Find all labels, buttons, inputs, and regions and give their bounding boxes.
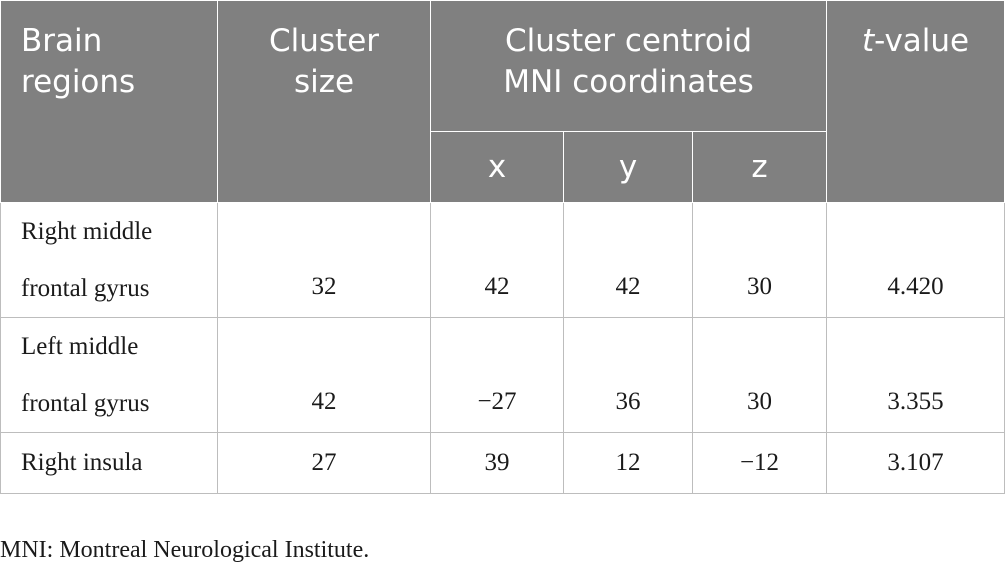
results-table: Brain regions Cluster size Cluster centr… [0,0,1005,494]
cell-region: Right insula [0,432,218,494]
header-t-value-rest: -value [874,23,970,59]
cell-x: 42 [430,202,564,318]
table-row: Right insula 27 39 12 −12 3.107 [0,432,1005,494]
cell-region-line2: frontal gyrus [21,275,150,302]
header-brain-regions-line2: regions [21,64,136,100]
cell-cluster-size: 27 [217,432,431,494]
cell-y: 36 [563,317,693,433]
header-brain-regions: Brain regions [0,0,218,203]
table-header: Brain regions Cluster size Cluster centr… [0,0,1005,203]
header-brain-regions-line1: Brain [21,23,103,59]
cell-cluster-size: 42 [217,317,431,433]
table-row: Right middle frontal gyrus 32 42 42 30 4… [0,202,1005,318]
table-footnote: MNI: Montreal Neurological Institute. [0,537,370,563]
cell-region-line2: frontal gyrus [21,390,150,417]
cell-z: −12 [691,432,828,494]
header-cluster-size-line2: size [293,64,355,100]
cell-region: Right middle frontal gyrus [0,202,218,318]
cell-region-line1: Right middle [21,218,153,245]
header-centroid-line1: Cluster centroid [504,23,753,59]
cell-t-value: 3.355 [826,317,1005,433]
cell-t-value: 4.420 [826,202,1005,318]
cell-x: −27 [430,317,564,433]
cell-cluster-size: 32 [217,202,431,318]
cell-t-value: 3.107 [826,432,1005,494]
header-cluster-size-line1: Cluster [268,23,380,59]
cell-y: 42 [563,202,693,318]
table-body: Right middle frontal gyrus 32 42 42 30 4… [0,202,1005,494]
header-t-value: t-value [826,0,1005,203]
header-x: x [430,131,564,203]
header-z: z [691,131,828,203]
header-y: y [563,131,693,203]
header-cluster-size: Cluster size [217,0,431,203]
cell-z: 30 [691,202,828,318]
table-row: Left middle frontal gyrus 42 −27 36 30 3… [0,317,1005,433]
header-centroid: Cluster centroid MNI coordinates [429,0,828,132]
cell-x: 39 [430,432,564,494]
header-t-value-italic: t [861,23,875,59]
cell-region: Left middle frontal gyrus [0,317,218,433]
cell-region-line1: Left middle [21,333,139,360]
cell-y: 12 [563,432,693,494]
header-centroid-line2: MNI coordinates [503,64,754,100]
cell-z: 30 [691,317,828,433]
